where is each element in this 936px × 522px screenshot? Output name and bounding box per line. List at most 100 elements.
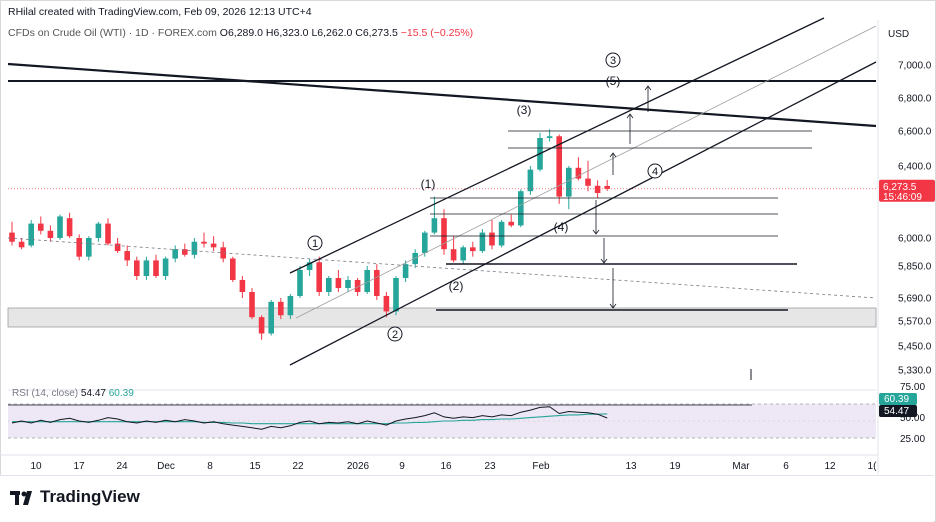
- descending-trendline: [7, 62, 877, 128]
- candle-body: [441, 218, 447, 250]
- annotation-wave-4: (4): [554, 220, 569, 234]
- annotation-wave-1: (1): [421, 177, 436, 191]
- candle-body: [566, 167, 572, 197]
- candle-body: [230, 258, 236, 280]
- rsi-line: [11, 406, 608, 430]
- rsi-ma-line: [12, 413, 608, 425]
- time-tick-label: Mar: [732, 461, 750, 472]
- annotation-circle-1-circle: [307, 235, 323, 251]
- candle-body: [354, 280, 361, 292]
- candle-body: [258, 317, 265, 334]
- arrow-up-3-head: [644, 85, 652, 91]
- symbol-name[interactable]: CFDs on Crude Oil (WTI) · 1D · FOREX.com: [8, 27, 217, 39]
- candle-body: [172, 249, 178, 259]
- annotation-circle-2: 2: [392, 329, 398, 341]
- candle-body: [124, 251, 130, 261]
- channel-lower: [289, 61, 877, 366]
- candle-body: [249, 292, 255, 318]
- candle-body: [210, 243, 217, 248]
- candle-body: [220, 247, 226, 259]
- candle-body: [134, 260, 140, 276]
- price-tick-label: 7,000.0: [898, 61, 932, 72]
- candle-body: [460, 247, 466, 261]
- annotation-wave-2: (2): [449, 279, 464, 293]
- annotation-circle-3-circle: [605, 52, 621, 68]
- arrow-up-2-head: [626, 113, 634, 119]
- rsi-label[interactable]: RSI (14, close): [12, 388, 79, 399]
- rsi-tick-label: 25.00: [900, 434, 925, 445]
- candle-body: [114, 243, 121, 252]
- last-price-box: [879, 179, 935, 202]
- candle-body: [38, 223, 44, 231]
- candle-body: [47, 230, 54, 238]
- candle-body: [306, 262, 313, 270]
- time-tick-label: 13: [625, 461, 637, 472]
- time-tick-label: 15: [249, 461, 261, 472]
- arrow-up-1-head: [609, 152, 617, 158]
- arrow-down-1-head: [592, 229, 600, 235]
- time-tick-label: 16: [440, 461, 452, 472]
- open-value: O6,289.0: [219, 27, 263, 39]
- candle-body: [9, 232, 15, 242]
- annotation-circle-4-circle: [647, 163, 663, 179]
- brand-logo-text[interactable]: TradingView: [10, 487, 140, 507]
- candle-body: [76, 238, 82, 257]
- time-tick-label: 17: [73, 461, 85, 472]
- price-tick-label: 5,570.0: [898, 317, 932, 328]
- time-tick-label: 9: [399, 461, 405, 472]
- time-tick-label: 23: [484, 461, 496, 472]
- channel-mid: [295, 25, 877, 319]
- candle-body: [604, 185, 610, 189]
- time-tick-label: 6: [783, 461, 789, 472]
- price-tick-label: 5,450.0: [898, 342, 932, 353]
- time-tick-label: 12: [824, 461, 836, 472]
- brand-name: TradingView: [40, 487, 140, 506]
- support-zone: [7, 307, 877, 328]
- time-tick-label: Dec: [157, 461, 175, 472]
- candle-body: [412, 252, 418, 265]
- candle-body: [143, 260, 150, 276]
- high-value: H6,323.0: [265, 27, 309, 39]
- annotation-circle-1: 1: [312, 238, 318, 250]
- time-tick-label: 2026: [347, 461, 370, 472]
- countdown-label: 15:46:09: [883, 192, 922, 203]
- rsi-value-box-label: 54.47: [884, 406, 909, 417]
- candle-body: [57, 216, 63, 238]
- candle-body: [479, 232, 486, 252]
- candle-body: [201, 241, 207, 244]
- candle-body: [489, 232, 495, 246]
- candle-body: [162, 258, 169, 276]
- rsi-ma-value: 60.39: [108, 388, 134, 399]
- price-tick-label: 6,400.0: [898, 162, 932, 173]
- candle-body: [594, 185, 601, 193]
- currency-label[interactable]: USD: [888, 29, 910, 40]
- candle-body: [422, 232, 428, 253]
- candle-body: [18, 241, 25, 248]
- candle-body: [527, 169, 534, 192]
- rsi-legend: RSI (14, close) 54.47 60.39: [12, 388, 134, 399]
- candle-body: [508, 221, 514, 226]
- price-tick-label: 6,000.0: [898, 234, 932, 245]
- candle-body: [335, 278, 342, 288]
- candle-body: [364, 270, 370, 292]
- rsi-ma-box: [879, 393, 917, 405]
- candle-body: [546, 136, 553, 138]
- price-tick-label: 5,330.0: [898, 366, 932, 377]
- candle-body: [585, 178, 591, 186]
- candle-body: [383, 296, 390, 312]
- time-tick-label: 1(: [868, 461, 878, 472]
- candle-body: [450, 249, 457, 261]
- candle-body: [518, 191, 524, 226]
- candle-body: [182, 249, 188, 255]
- candle-body: [66, 218, 73, 237]
- candle-body: [239, 280, 246, 292]
- candle-body: [28, 223, 34, 246]
- rsi-tick-label: 50.00: [900, 413, 925, 424]
- rsi-value: 54.47: [80, 388, 106, 399]
- arrow-down-3-head: [609, 303, 617, 309]
- annotation-wave-3: (3): [517, 103, 532, 117]
- rsi-tick-label: 75.00: [900, 382, 925, 393]
- time-tick-label: 19: [669, 461, 681, 472]
- dotted-trendline: [7, 237, 877, 299]
